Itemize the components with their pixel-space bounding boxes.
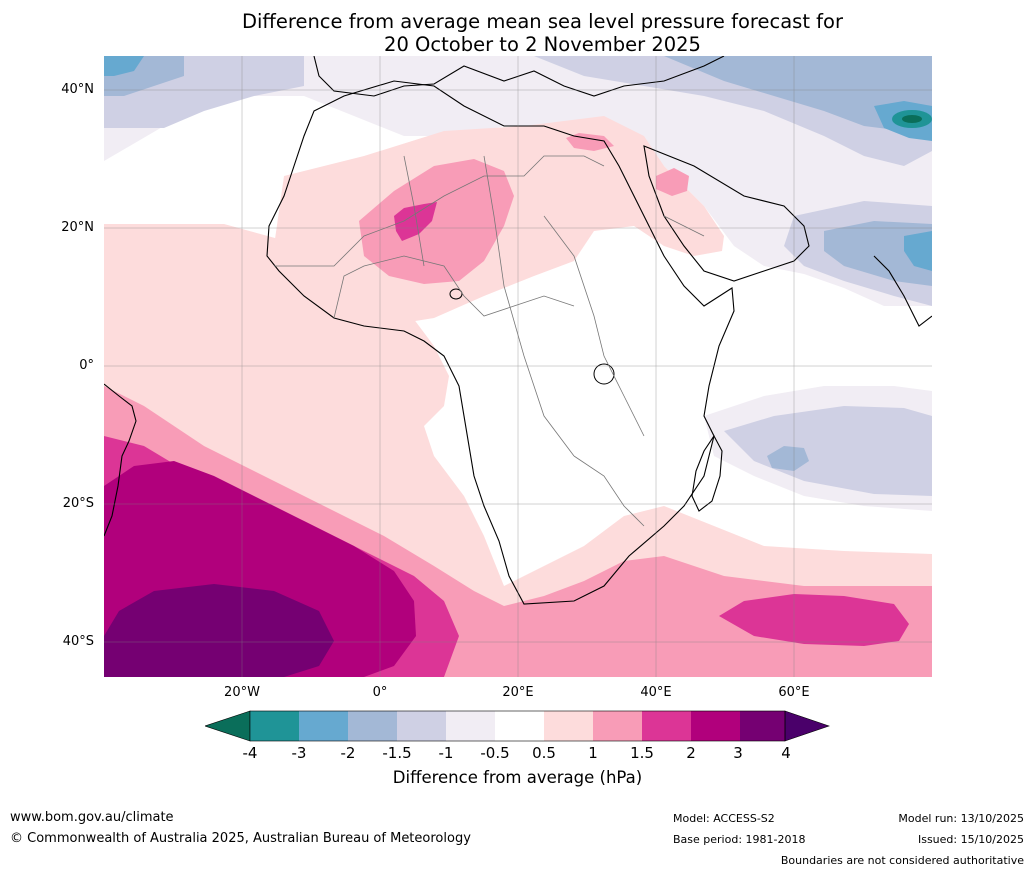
lat-label-20s: 20°S [62,496,94,511]
map-title-line1: Difference from average mean sea level p… [242,10,843,33]
lat-label-20n: 20°N [61,220,94,235]
footer-disclaimer: Boundaries are not considered authoritat… [780,854,1024,867]
cbar-tick: -3 [291,744,307,762]
graticule [104,56,932,677]
map-title: Difference from average mean sea level p… [0,10,1035,56]
contour-pos-1-sahara [359,159,514,284]
contour-pos-1-arabia [656,168,689,196]
pressure-anomaly-map [104,56,932,677]
map-title-line2: 20 October to 2 November 2025 [384,33,701,56]
colorbar-swatch-1 [250,711,299,741]
cbar-tick: -2 [340,744,356,762]
cbar-tick: 3 [733,744,743,762]
colorbar-swatch-5 [446,711,495,741]
colorbar-swatch-2 [299,711,348,741]
footer-model: Model: ACCESS-S2 [673,812,775,825]
contour-pos-1-north [566,133,614,151]
border-line [333,255,575,319]
contour-neg-2-nw [104,56,144,76]
cbar-tick: 2 [686,744,696,762]
negative-anomaly-regions [104,56,932,511]
madagascar-coastline [691,434,723,512]
south-america-coastline [104,383,137,537]
lat-label-40s: 40°S [62,634,94,649]
map-canvas [104,56,932,677]
contour-neg-2-arabian [904,231,932,271]
cbar-tick: 1 [588,744,598,762]
colorbar-title-text: Difference from average (hPa) [392,768,643,787]
footer-model-run: Model run: 13/10/2025 [898,812,1024,825]
cbar-tick: 4 [781,744,791,762]
lake-chad [449,288,463,300]
colorbar-title: Difference from average (hPa) [0,768,1035,787]
africa-coastline [266,80,735,605]
colorbar-extend-low [205,710,251,742]
colorbar-swatch-8 [593,711,642,741]
lake-victoria [593,363,615,385]
lon-label-20e: 20°E [502,685,534,700]
border-line [483,155,575,457]
colorbar-swatch-3 [348,711,397,741]
contour-pos-3-atlantic [104,584,334,677]
footer-website: www.bom.gov.au/climate [10,810,174,825]
colorbar-swatch-9 [642,711,691,741]
colorbar-swatch-7 [544,711,593,741]
cbar-tick: -4 [242,744,258,762]
colorbar-swatch-4 [397,711,446,741]
cbar-tick: 1.5 [630,744,654,762]
footer-copyright: © Commonwealth of Australia 2025, Austra… [10,831,471,846]
contour-neg-4-iran [902,115,922,123]
colorbar-extend-high [784,710,830,742]
border-line [573,455,645,527]
colorbar-swatch-10 [691,711,740,741]
contour-pos-1-5-indian [719,594,909,646]
lat-label-40n: 40°N [61,82,94,97]
lat-label-0: 0° [79,358,94,373]
border-line [663,215,705,237]
contour-neg-1-5-indian [767,446,809,471]
colorbar-swatch-11 [740,711,785,741]
lon-label-20w: 20°W [224,685,260,700]
cbar-tick: -1 [438,744,454,762]
cbar-tick: -1.5 [382,744,412,762]
country-borders [274,155,705,527]
border-line [403,155,425,267]
india-coastline [873,255,932,327]
lon-label-60e: 60°E [778,685,810,700]
cbar-tick: -0.5 [480,744,510,762]
contour-neg-1-5-ne [664,56,932,131]
lon-label-40e: 40°E [640,685,672,700]
lon-label-0: 0° [372,685,388,700]
footer-base-period: Base period: 1981-2018 [673,833,806,846]
contour-pos-1-5-sahara [394,202,437,241]
positive-anomaly-regions [104,116,932,677]
colorbar-frame [249,710,786,742]
contour-neg-1-indian [724,406,932,496]
footer-issued: Issued: 15/10/2025 [917,833,1024,846]
arabia-coastline [643,145,810,282]
lakes [449,288,615,385]
contour-neg-0-5-north [104,56,932,306]
coastlines [104,56,932,605]
europe-coastline [313,56,725,97]
colorbar-swatch-6 [495,711,544,741]
border-line [274,155,605,267]
colorbar [205,710,830,742]
border-line [543,215,645,437]
cbar-tick: 0.5 [532,744,556,762]
